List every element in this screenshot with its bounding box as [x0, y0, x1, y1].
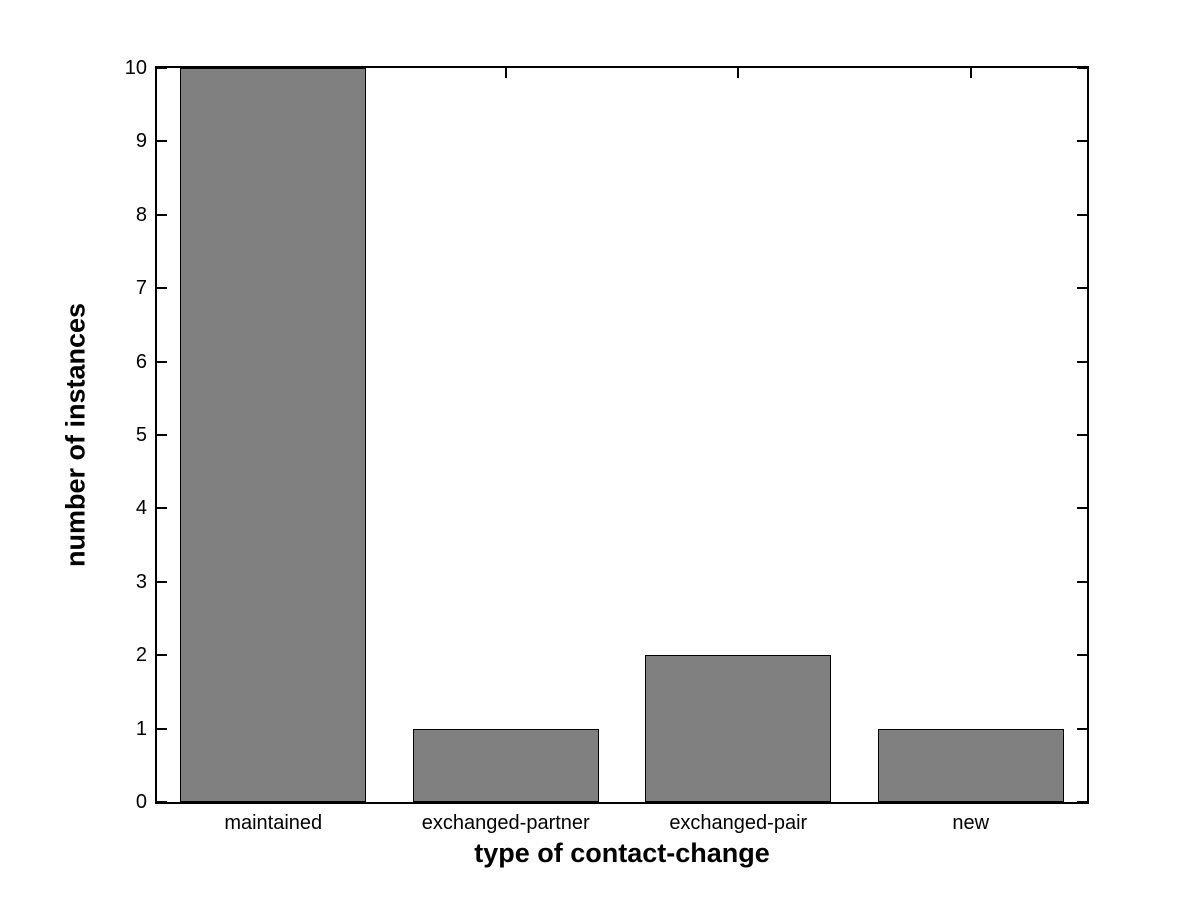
x-axis-tick-top [504, 68, 507, 78]
x-tick-label-new: new [952, 812, 990, 834]
y-axis-tick-right [1077, 801, 1087, 803]
y-axis-tick-left [157, 727, 167, 730]
y-axis-tick-left [157, 434, 167, 436]
x-axis-tick-top [969, 68, 972, 78]
y-tick-label: 10 [124, 57, 147, 79]
y-axis-tick-left [157, 654, 167, 657]
y-tick-label: 9 [135, 130, 147, 153]
y-axis-tick-left [157, 801, 167, 803]
y-tick-label: 7 [135, 277, 147, 300]
y-tick-label: 4 [135, 497, 147, 520]
y-axis-tick-right [1077, 213, 1087, 216]
x-axis-tick-top [737, 68, 740, 78]
y-tick-label: 3 [135, 570, 147, 593]
y-axis-tick-right [1077, 654, 1087, 657]
y-tick-label: 5 [135, 424, 147, 446]
y-axis-tick-right [1077, 360, 1087, 363]
y-axis-tick-left [157, 580, 167, 583]
x-tick-label-maintained: maintained [224, 812, 323, 834]
y-axis-tick-left [157, 507, 167, 510]
y-axis-tick-left [157, 67, 167, 69]
y-axis-tick-right [1077, 727, 1087, 730]
y-axis-tick-left [157, 140, 167, 143]
y-axis-tick-right [1077, 580, 1087, 583]
y-axis-tick-left [157, 360, 167, 363]
y-tick-label: 1 [135, 717, 147, 740]
y-axis-tick-right [1077, 507, 1087, 510]
bar-exchanged-partner [412, 728, 599, 802]
y-tick-label: 0 [135, 791, 147, 813]
y-axis-tick-right [1077, 434, 1087, 436]
x-tick-label-exchanged-pair: exchanged-pair [669, 812, 808, 834]
x-tick-label-exchanged-partner: exchanged-partner [421, 812, 590, 834]
y-axis-tick-left [157, 213, 167, 216]
x-axis-label: type of contact-change [474, 838, 770, 868]
y-axis-tick-right [1077, 140, 1087, 143]
y-axis-tick-right [1077, 67, 1087, 69]
y-axis-tick-left [157, 287, 167, 290]
bar-maintained [180, 68, 367, 802]
y-tick-label: 2 [135, 644, 147, 667]
y-tick-label: 8 [135, 203, 147, 226]
bar-new [877, 728, 1064, 802]
y-axis-tick-right [1077, 287, 1087, 290]
plot-area [157, 67, 1087, 803]
y-tick-label: 6 [135, 350, 147, 373]
bar-exchanged-pair [645, 655, 832, 802]
